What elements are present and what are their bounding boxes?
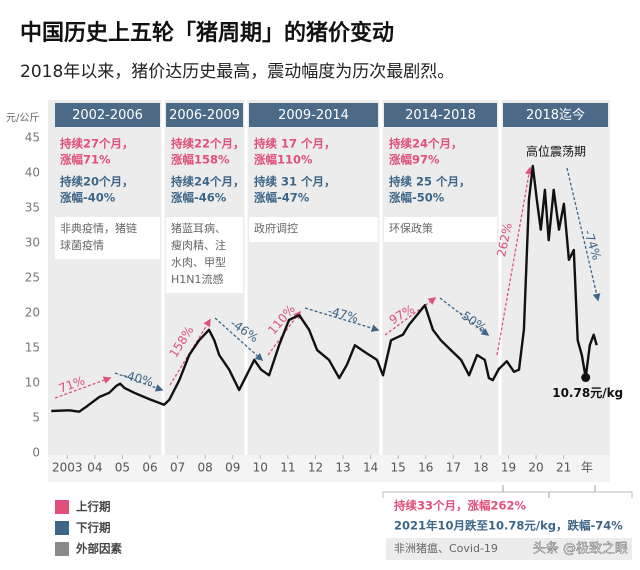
legend-swatch xyxy=(55,521,69,535)
down-arrow xyxy=(114,372,164,392)
up-arrow xyxy=(169,318,211,386)
current-up: 持续33个月，涨幅262% xyxy=(394,499,527,513)
down-text: 涨幅-40% xyxy=(60,191,116,205)
x-tick-label: 06 xyxy=(142,461,157,475)
y-tick-label: 40 xyxy=(25,166,40,180)
up-pct: 262% xyxy=(494,222,515,258)
period-header xyxy=(166,103,243,127)
factor-box xyxy=(249,217,378,242)
down-text: 涨幅-47% xyxy=(254,191,310,205)
factor-text: 球菌疫情 xyxy=(60,238,104,252)
y-tick-label: 10 xyxy=(25,376,40,390)
down-arrow xyxy=(439,297,490,336)
factor-text: 瘦肉精、注 xyxy=(171,238,226,252)
y-tick-label: 5 xyxy=(32,411,40,425)
x-tick-label: 04 xyxy=(87,461,102,475)
down-text: 涨幅-46% xyxy=(171,191,227,205)
x-tick-label: 16 xyxy=(418,461,433,475)
up-arrow xyxy=(496,166,533,356)
factor-text: 环保政策 xyxy=(389,221,433,235)
x-axis-label: 年 xyxy=(581,461,593,475)
x-tick-label: 10 xyxy=(253,461,268,475)
x-tick-label: 05 xyxy=(115,461,130,475)
end-label: 10.78元/kg xyxy=(552,386,623,400)
period-header xyxy=(384,103,497,127)
x-tick-label: 19 xyxy=(501,461,516,475)
down-arrow xyxy=(566,167,601,302)
period-header xyxy=(503,103,608,127)
period-header-label: 2006-2009 xyxy=(169,108,240,123)
up-text: 涨幅97% xyxy=(389,153,440,167)
up-text: 持续27个月， xyxy=(60,137,134,151)
down-arrow xyxy=(214,317,264,362)
legend-swatch xyxy=(55,542,69,556)
x-tick-label: 2003 xyxy=(52,461,83,475)
legend-label: 下行期 xyxy=(76,521,111,535)
down-text: 持续 25 个月， xyxy=(389,175,471,189)
y-tick-label: 35 xyxy=(25,201,40,215)
down-text: 持续24个月， xyxy=(171,175,245,189)
up-text: 涨幅158% xyxy=(171,153,230,167)
x-tick-label: 07 xyxy=(170,461,185,475)
up-text: 持续24个月， xyxy=(389,137,463,151)
legend-label: 上行期 xyxy=(76,500,111,514)
watermark: 头条 @极致之眼 xyxy=(533,541,628,557)
legend-label: 外部因素 xyxy=(75,542,122,556)
y-tick-label: 20 xyxy=(25,306,40,320)
x-tick-label: 20 xyxy=(528,461,543,475)
peak-label: 高位震荡期 xyxy=(526,144,586,159)
down-text: 涨幅-50% xyxy=(389,191,445,205)
period-header-label: 2018迄今 xyxy=(526,107,585,123)
y-tick-label: 45 xyxy=(25,131,40,145)
factor-text: 水肉、甲型 xyxy=(171,255,226,269)
y-tick-label: 30 xyxy=(25,236,40,250)
price-line xyxy=(51,164,598,413)
chart-title: 中国历史上五轮「猪周期」的猪价变动 xyxy=(20,20,394,46)
current-factor: 非洲猪瘟、Covid-19 xyxy=(394,541,498,555)
x-tick-label: 17 xyxy=(446,461,461,475)
y-tick-label: 25 xyxy=(25,271,40,285)
period-header-label: 2002-2006 xyxy=(72,108,143,123)
up-text: 持续22个月， xyxy=(171,137,245,151)
end-point xyxy=(581,373,591,383)
x-axis-band xyxy=(48,455,610,482)
x-tick-label: 09 xyxy=(225,461,240,475)
current-factor-box xyxy=(386,538,632,560)
current-down: 2021年10月跌至10.78元/kg，跌幅-74% xyxy=(394,519,623,533)
down-arrow xyxy=(304,307,380,332)
chart-subtitle: 2018年以来，猪价达历史最高，震动幅度为历次最剧烈。 xyxy=(20,62,454,82)
factor-box xyxy=(55,217,160,259)
period-header xyxy=(55,103,160,127)
legend-swatch xyxy=(55,500,69,514)
x-tick-label: 11 xyxy=(280,461,295,475)
x-tick-label: 21 xyxy=(556,461,571,475)
x-tick-label: 12 xyxy=(308,461,323,475)
factor-text: 猪蓝耳病、 xyxy=(171,221,226,235)
x-tick-label: 14 xyxy=(363,461,378,475)
y-tick-label: 15 xyxy=(25,341,40,355)
factor-text: H1N1流感 xyxy=(171,272,224,286)
x-tick-label: 13 xyxy=(335,461,350,475)
period-header-label: 2014-2018 xyxy=(405,108,476,123)
y-tick-label: 0 xyxy=(32,446,40,460)
up-arrow xyxy=(384,297,437,336)
y-unit: 元/公斤 xyxy=(6,112,39,124)
bracket xyxy=(382,491,633,498)
up-text: 持续 17 个月， xyxy=(254,137,336,151)
period-header-label: 2009-2014 xyxy=(278,108,349,123)
factor-box xyxy=(166,217,243,293)
x-tick-label: 08 xyxy=(198,461,213,475)
down-text: 持续 31 个月， xyxy=(254,175,336,189)
factor-box xyxy=(384,217,497,242)
x-tick-label: 18 xyxy=(473,461,488,475)
period-header xyxy=(249,103,378,127)
up-text: 涨幅71% xyxy=(60,153,111,167)
down-text: 持续20个月， xyxy=(60,175,134,189)
up-text: 涨幅110% xyxy=(254,153,313,167)
factor-text: 非典疫情，猪链 xyxy=(60,221,137,235)
x-tick-label: 15 xyxy=(391,461,406,475)
factor-text: 政府调控 xyxy=(254,221,298,235)
